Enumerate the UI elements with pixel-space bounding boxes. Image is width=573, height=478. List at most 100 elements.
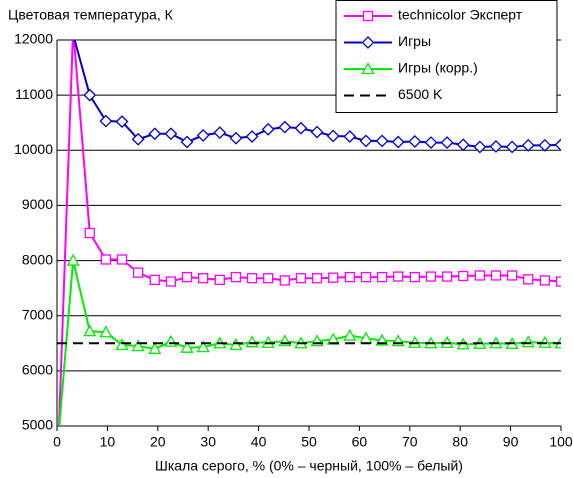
marker	[132, 267, 144, 278]
marker	[441, 271, 453, 282]
marker	[165, 276, 177, 287]
chart-title: Цветовая температура, К	[8, 7, 174, 23]
marker	[229, 131, 243, 145]
marker	[66, 253, 80, 266]
marker	[294, 121, 308, 135]
marker	[523, 274, 534, 285]
legend-label: Игры (корр.)	[398, 60, 478, 76]
marker	[458, 270, 469, 282]
marker	[72, 40, 75, 41]
marker	[261, 122, 275, 136]
marker	[83, 324, 97, 337]
marker	[196, 340, 210, 353]
marker	[490, 270, 502, 281]
marker	[116, 254, 128, 265]
marker	[84, 227, 95, 239]
marker	[326, 129, 340, 143]
x-tick-label: 30	[200, 434, 216, 450]
marker	[538, 335, 552, 348]
series-line	[58, 260, 561, 426]
marker	[229, 338, 243, 351]
marker	[538, 138, 552, 152]
marker	[99, 325, 113, 338]
legend-label: technicolor Эксперт	[398, 7, 523, 23]
marker	[245, 130, 259, 143]
marker	[391, 135, 405, 149]
marker	[149, 274, 160, 286]
marker	[148, 341, 162, 354]
x-tick-label: 80	[452, 434, 468, 450]
marker	[99, 114, 113, 128]
marker	[230, 271, 242, 283]
marker	[180, 135, 194, 149]
marker	[521, 138, 535, 152]
marker	[539, 275, 551, 286]
marker	[310, 125, 324, 139]
x-tick-label: 100	[549, 434, 573, 450]
marker	[115, 338, 129, 351]
marker	[440, 136, 454, 149]
marker	[180, 340, 194, 353]
marker	[506, 270, 518, 281]
marker	[359, 134, 373, 148]
marker	[408, 135, 422, 148]
x-tick-label: 10	[100, 434, 116, 450]
marker	[343, 328, 357, 341]
marker	[214, 274, 225, 286]
plot-area	[57, 24, 561, 426]
legend-label: 6500 K	[398, 86, 443, 102]
marker	[343, 130, 357, 143]
marker	[69, 24, 78, 33]
marker	[555, 276, 561, 287]
y-tick-label: 10000	[14, 141, 53, 157]
marker	[425, 271, 437, 282]
legend: technicolor Эксперт Игры Игры (корр.) 6500 …	[335, 0, 558, 113]
marker	[213, 126, 227, 140]
marker	[198, 273, 209, 284]
y-tick-label: 9000	[22, 196, 53, 212]
x-tick-label: 20	[150, 434, 166, 450]
y-tick-label: 5000	[22, 417, 53, 433]
marker	[361, 62, 375, 75]
marker	[440, 335, 454, 348]
marker	[278, 120, 292, 134]
x-tick-label: 60	[352, 434, 368, 450]
y-tick-label: 8000	[22, 251, 53, 267]
legend-label: Игры	[398, 33, 431, 49]
marker	[115, 115, 129, 129]
marker	[375, 134, 389, 148]
y-tick-label: 12000	[14, 31, 53, 47]
marker	[393, 271, 404, 282]
marker	[131, 339, 145, 352]
marker	[311, 273, 323, 284]
x-tick-label: 40	[251, 434, 267, 450]
marker	[181, 271, 193, 283]
marker	[83, 88, 97, 102]
marker	[362, 10, 374, 22]
marker	[554, 138, 561, 152]
marker	[474, 270, 486, 281]
x-tick-label: 0	[53, 434, 61, 450]
marker	[344, 271, 355, 283]
marker	[408, 335, 422, 348]
marker	[473, 140, 487, 154]
marker	[328, 272, 339, 283]
marker	[505, 140, 519, 154]
x-tick-label: 50	[301, 434, 317, 450]
marker	[148, 127, 162, 141]
marker	[360, 271, 372, 283]
marker	[295, 273, 307, 284]
marker	[376, 271, 388, 283]
marker	[456, 138, 470, 152]
marker	[424, 136, 438, 149]
marker	[489, 140, 503, 153]
marker	[164, 127, 178, 141]
marker	[263, 273, 274, 284]
marker	[361, 36, 375, 49]
marker	[279, 275, 290, 286]
marker	[261, 335, 275, 348]
y-tick-label: 7000	[22, 306, 53, 322]
marker	[100, 254, 112, 265]
marker	[164, 334, 178, 347]
